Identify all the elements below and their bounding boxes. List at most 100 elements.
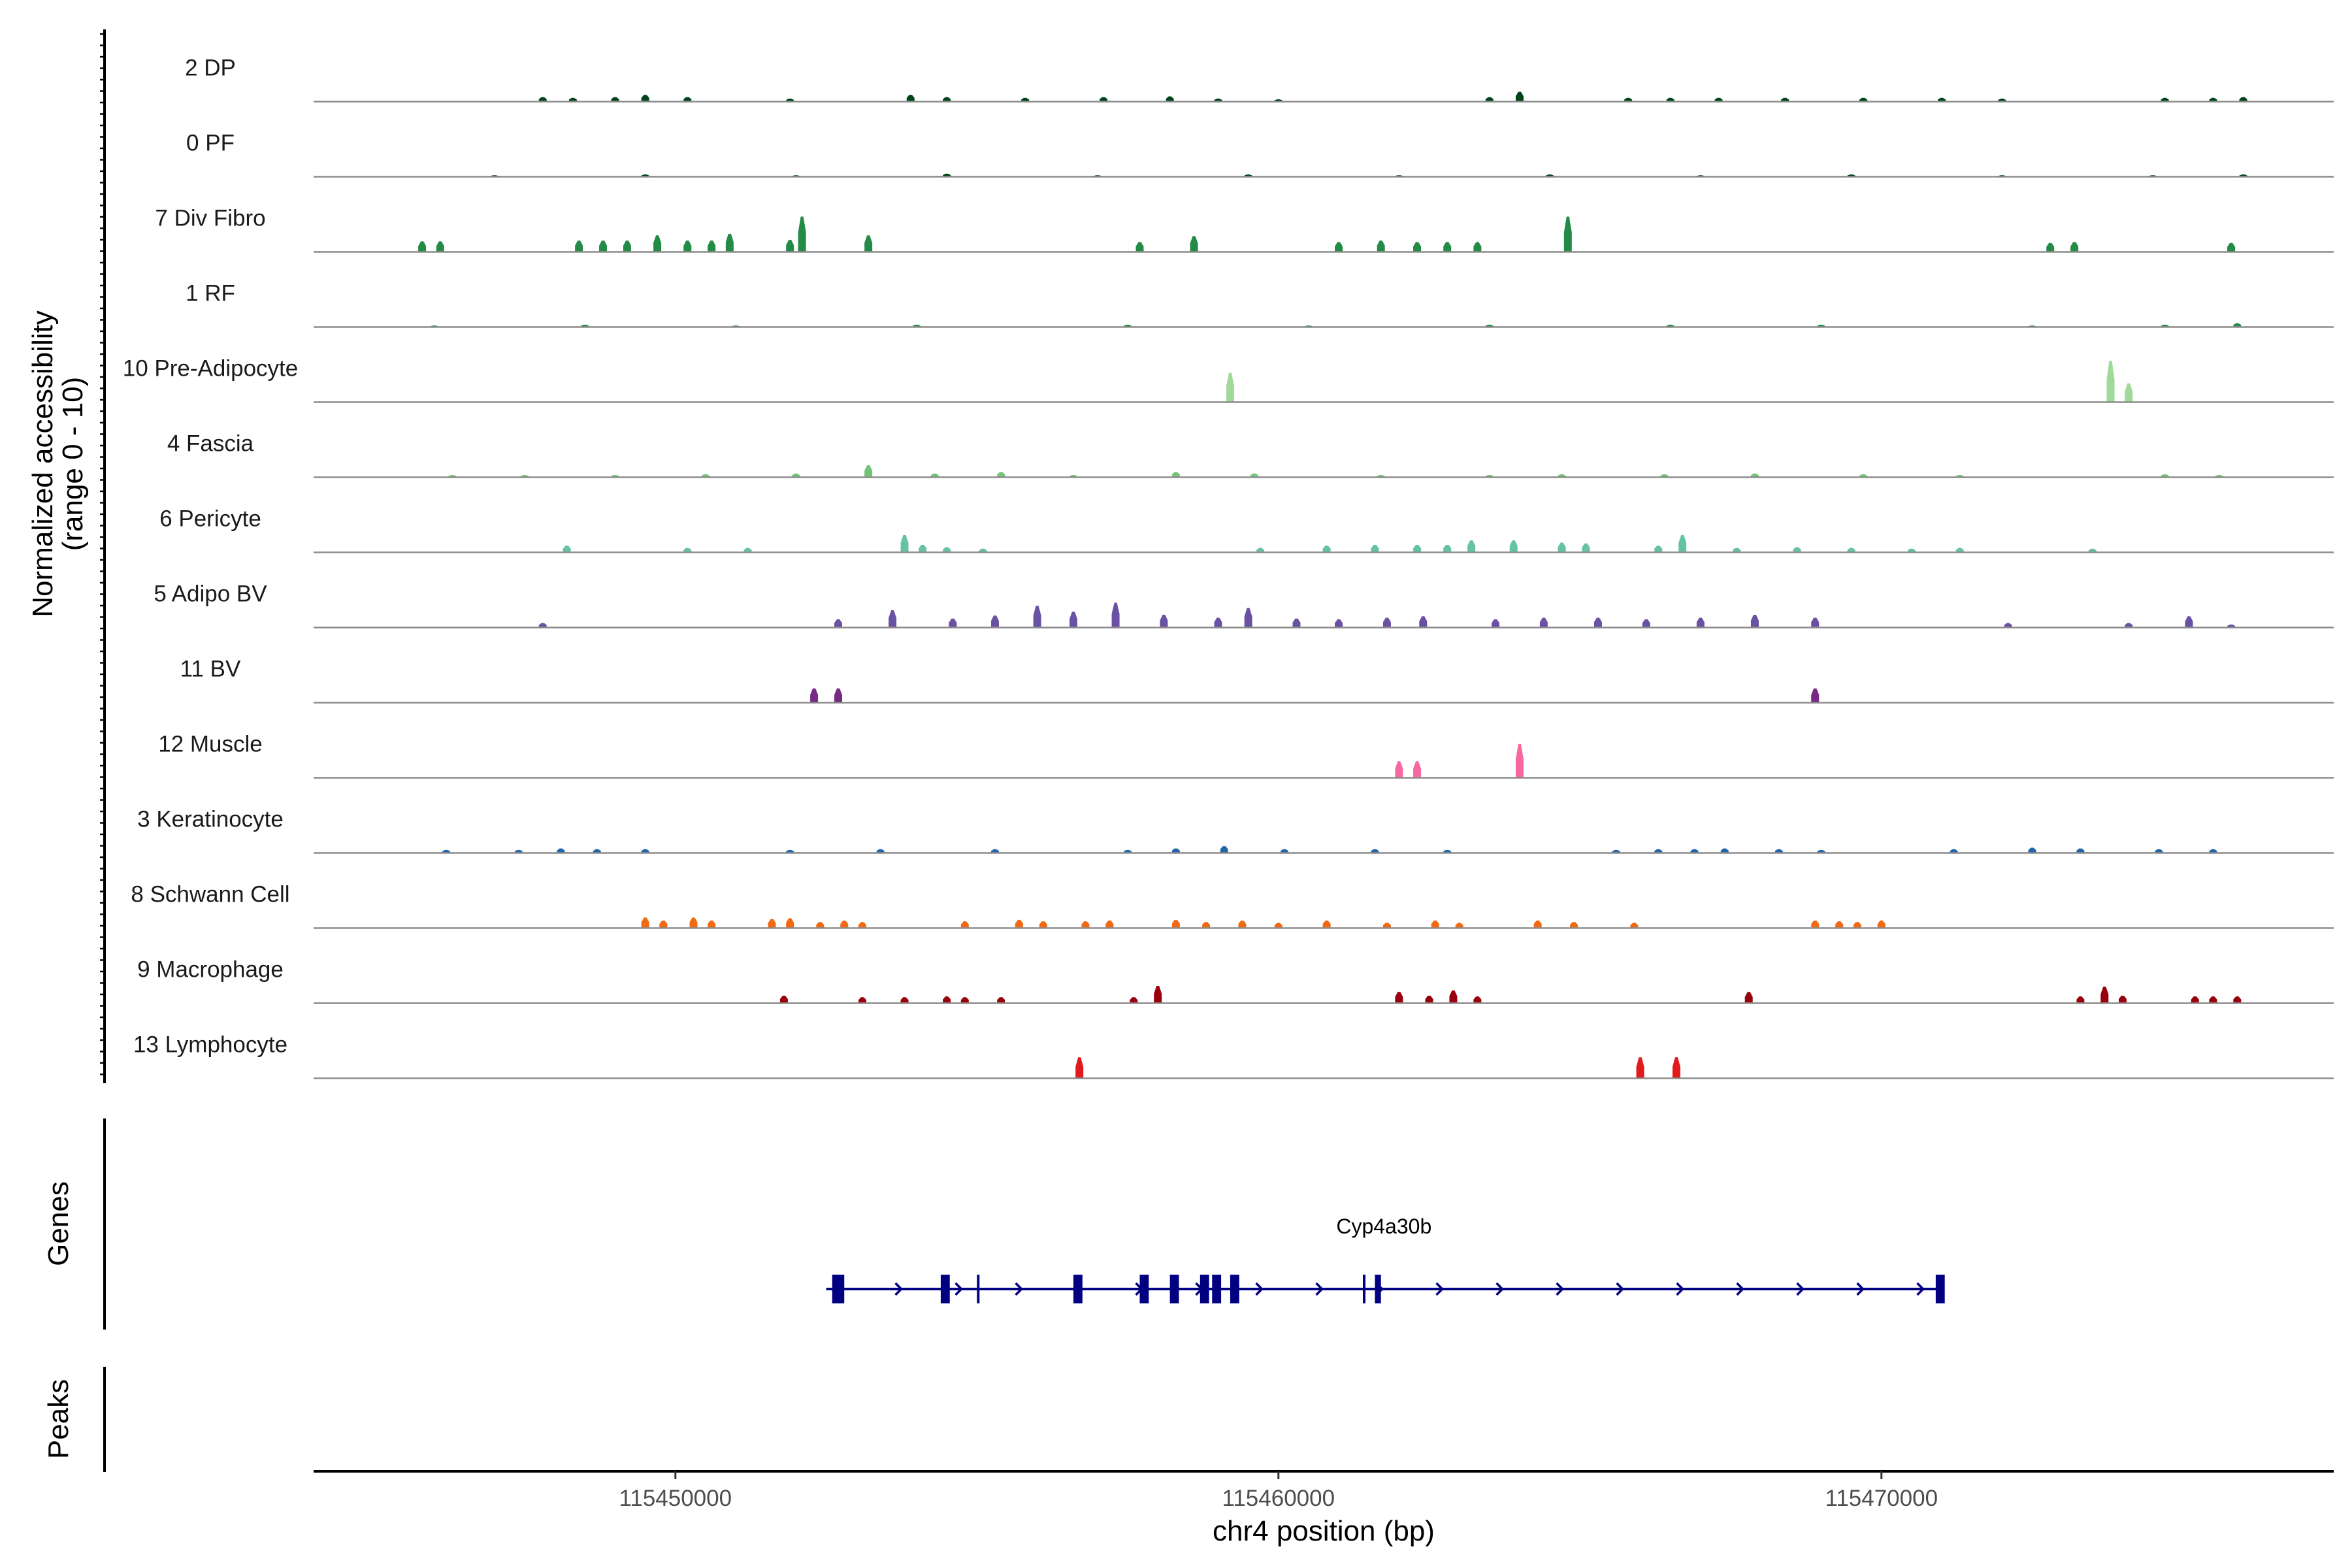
coverage-peak [2233,323,2242,327]
strand-arrow [894,1282,904,1296]
coverage-peak [563,546,571,553]
coverage-peak [1166,96,1174,102]
coverage-peak [2070,242,2079,252]
coverage-peak [1720,848,1729,853]
coverage-peak [786,918,794,928]
x-axis-tick-label: 115460000 [1222,1486,1335,1511]
peaks-panel-title: Peaks [42,1379,74,1459]
genes-panel: Genes Cyp4a30b [42,1119,1945,1330]
coverage-peak [1467,540,1476,553]
coverage-peak [2209,849,2217,853]
coverage-peak [2076,848,2085,853]
coverage-peak [1654,849,1663,853]
coverage-peak [1190,236,1198,252]
gene-exon [977,1275,980,1303]
coverage-peak [1678,535,1687,553]
coverage-peak [1171,919,1180,928]
coverage-peak [1371,545,1379,553]
gene-exon [1169,1275,1179,1303]
gene-exon [940,1275,950,1303]
coverage-peak [2209,97,2217,102]
coverage-peak [1750,473,1759,478]
coverage-peak [1672,1057,1680,1079]
coverage-peak [1382,923,1391,928]
gene-exon [1073,1275,1083,1303]
genes-panel-title: Genes [42,1181,74,1266]
coverage-peak [949,618,957,628]
gene-models: Cyp4a30b [826,1215,1945,1303]
track-label: 9 Macrophage [137,957,284,983]
coverage-peak [1238,921,1247,928]
track-label: 5 Adipo BV [154,581,267,607]
coverage-peak [2106,361,2115,402]
coverage-peak [1449,990,1458,1004]
coverage-peak [659,921,668,928]
track-10-pre-adipocyte: 10 Pre-Adipocyte [123,356,2334,403]
coverage-peak [1853,922,1861,928]
coverage-peak [1081,921,1090,928]
coverage-peak [768,919,776,928]
coverage-peak [1202,922,1211,928]
coverage-peak [943,547,951,553]
coverage-peak [876,849,885,853]
coverage-peak [834,688,842,703]
coverage-peak [2227,242,2236,252]
track-4-fascia: 4 Fascia [167,431,2334,478]
coverage-peak [1950,849,1958,853]
coverage-peak [2125,383,2133,402]
coverage-peak [1666,97,1674,102]
coverage-peak [1226,372,1234,402]
coverage-peak [997,472,1005,478]
coverage-peak [798,216,806,252]
strand-arrow [1435,1282,1445,1296]
coverage-peak [1292,618,1301,628]
coverage-peak [1473,242,1482,252]
coverage-peak [623,240,631,252]
strand-arrow [1796,1282,1805,1296]
coverage-peak [864,465,873,478]
coverage-peak [1774,849,1783,853]
coverage-peak [1515,91,1524,102]
x-axis: 115450000 115460000 115470000 chr4 positio… [314,1470,2334,1547]
track-6-pericyte: 6 Pericyte [159,506,2334,553]
coverage-peak [708,240,716,252]
coverage-peak [2028,847,2036,853]
coverage-peak [1154,986,1162,1004]
strand-arrow [1916,1282,1925,1296]
coverage-y-ticks [100,33,105,1075]
coverage-peak [906,95,915,102]
coverage-peak [1015,919,1023,928]
coverage-peak [1160,614,1168,628]
gene-exon [1212,1275,1222,1303]
coverage-peak [2046,242,2055,252]
track-label: 12 Muscle [158,732,263,757]
coverage-peak [1244,608,1252,628]
coverage-peak [1171,848,1180,853]
coverage-peak [1636,1057,1644,1079]
track-label: 7 Div Fibro [155,206,265,231]
coverage-peak [1171,472,1180,478]
gene-exon [1375,1275,1381,1303]
coverage-peak [611,97,619,102]
coverage-peak [2076,996,2085,1004]
coverage-peak [1335,242,1343,252]
coverage-peak [538,97,547,102]
coverage-peak [1877,921,1886,928]
track-13-lymphocyte: 13 Lymphocyte [133,1032,2334,1079]
coverage-peak [990,849,999,853]
coverage-peak [1690,849,1699,853]
strand-arrow [1015,1282,1024,1296]
coverage-peak [1413,242,1422,252]
coverage-peak [779,996,788,1004]
gene-exon [1230,1275,1239,1303]
track-1-rf: 1 RF [186,281,2334,328]
coverage-peak [641,95,649,102]
coverage-peak [1021,97,1030,102]
y-axis-title-line2: (range 0 - 10) [57,377,89,551]
track-0-pf: 0 PF [186,131,2334,178]
coverage-peak [889,610,897,628]
coverage-peak [943,996,951,1004]
coverage-peak [1413,761,1422,778]
coverage-peak [979,548,987,553]
coverage-peak [930,473,939,478]
